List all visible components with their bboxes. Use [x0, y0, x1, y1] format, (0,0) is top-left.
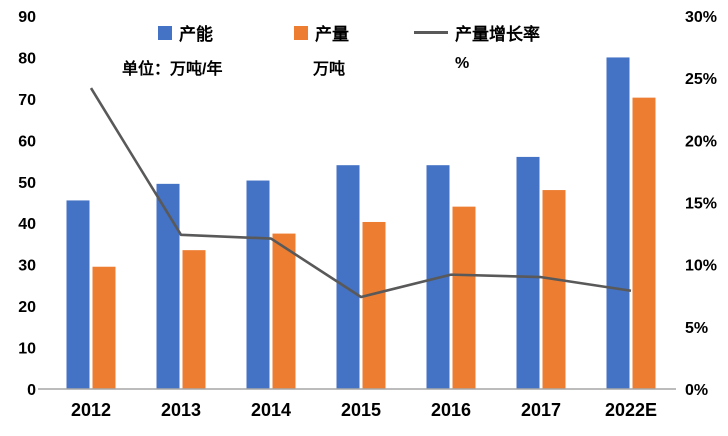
x-axis-label: 2014 [251, 400, 291, 420]
bar-output [182, 250, 206, 389]
bar-capacity [156, 183, 180, 389]
left-axis-tick: 70 [18, 92, 36, 109]
left-axis-tick: 40 [18, 216, 36, 233]
bar-output [92, 266, 116, 389]
legend-item-capacity: 产能 [158, 20, 213, 45]
x-axis-label: 2013 [161, 400, 201, 420]
right-axis-tick: 10% [685, 258, 717, 275]
bar-capacity [516, 156, 540, 389]
left-axis-tick: 10 [18, 341, 36, 358]
legend-label-capacity: 产能 [179, 25, 213, 44]
right-axis-tick: 25% [685, 71, 717, 88]
left-axis-tick: 30 [18, 258, 36, 275]
bar-output [632, 97, 656, 389]
left-axis-tick: 50 [18, 175, 36, 192]
x-axis-label: 2012 [71, 400, 111, 420]
left-axis-tick: 20 [18, 299, 36, 316]
left-axis-tick: 80 [18, 50, 36, 67]
bar-output [362, 221, 386, 389]
bar-output [542, 190, 566, 389]
left-axis-tick: 60 [18, 133, 36, 150]
bar-output [272, 233, 296, 389]
bar-capacity [606, 57, 630, 389]
legend-item-growth-rate: 产量增长率 [414, 20, 540, 45]
right-axis-tick: 5% [685, 320, 708, 337]
bar-capacity [336, 165, 360, 389]
legend-swatch-capacity-icon [158, 25, 172, 40]
unit-label-growth-rate: % [455, 55, 470, 72]
x-axis-label: 2022E [605, 400, 657, 420]
right-axis-tick: 0% [685, 382, 708, 399]
bar-capacity [66, 200, 90, 389]
line-output-growth-rate [89, 87, 632, 299]
left-axis-tick: 0 [27, 382, 36, 399]
unit-label-capacity: 单位：万吨/年 [122, 61, 223, 78]
legend-label-output: 产量 [315, 25, 349, 44]
x-axis-label: 2015 [341, 400, 381, 420]
bar-capacity [246, 180, 270, 389]
legend-swatch-growth-line-icon [414, 31, 448, 34]
x-axis-label: 2016 [431, 400, 471, 420]
legend-item-output: 产量 [294, 20, 349, 45]
unit-label-output: 万吨 [313, 61, 346, 78]
right-axis-tick: 15% [685, 196, 717, 213]
right-axis-tick: 30% [685, 9, 717, 26]
legend-swatch-output-icon [294, 25, 308, 40]
bar-output [452, 206, 476, 389]
left-axis-tick: 90 [18, 9, 36, 26]
legend-label-growth-rate: 产量增长率 [455, 25, 540, 44]
x-axis-label: 2017 [521, 400, 561, 420]
right-axis-tick: 20% [685, 133, 717, 150]
